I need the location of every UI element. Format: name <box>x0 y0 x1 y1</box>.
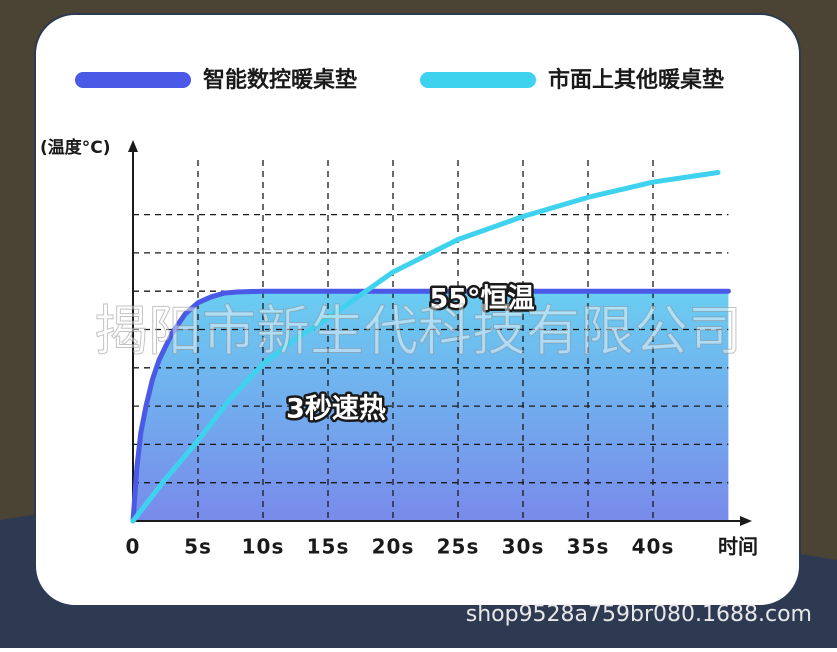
line <box>130 288 731 524</box>
x-tick-label: 10s <box>242 535 285 559</box>
line <box>130 169 721 524</box>
y-axis-arrow <box>128 140 138 152</box>
legend-label: 智能数控暖桌垫 <box>203 67 357 93</box>
x-tick-label: 40s <box>632 535 675 559</box>
x-axis-label: 时间 <box>718 535 758 559</box>
y-axis-label: (温度°C) <box>40 137 111 158</box>
footer: shop9528a759br080.1688.com <box>466 602 812 627</box>
annotation: 55°恒温 <box>429 284 534 315</box>
x-tick-label: 20s <box>372 535 415 559</box>
legend-label: 市面上其他暖桌垫 <box>548 67 724 93</box>
x-tick-label: 5s <box>184 535 212 559</box>
x-tick-label: 35s <box>567 535 610 559</box>
watermark: 揭阳市新生代科技有限公司 <box>94 300 742 363</box>
annotation: 3秒速热 <box>286 394 386 425</box>
x-axis-arrow <box>740 516 752 526</box>
x-tick-label: 30s <box>502 535 545 559</box>
x-tick-label: 15s <box>307 535 350 559</box>
x-tick-label: 0 <box>126 535 141 559</box>
x-tick-label: 25s <box>437 535 480 559</box>
